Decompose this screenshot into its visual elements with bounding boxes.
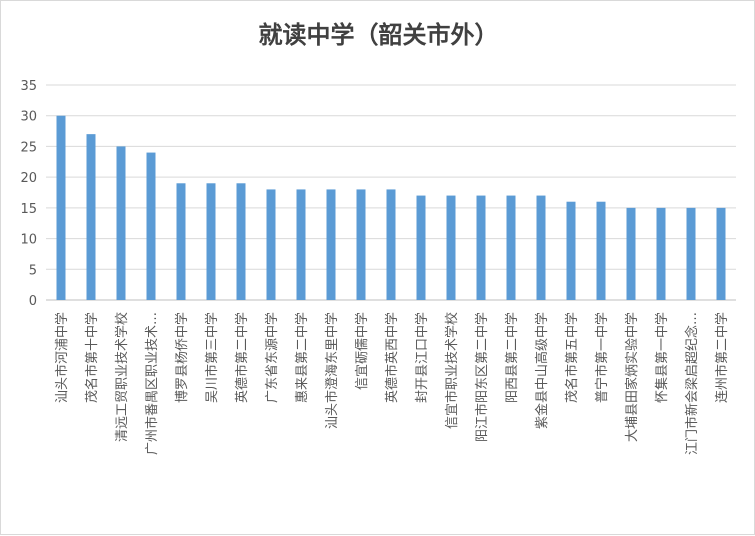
bar (266, 189, 276, 300)
x-tick-label: 茂名市第十中学 (84, 312, 100, 403)
bar (206, 183, 216, 300)
bar (86, 134, 96, 300)
bar (236, 183, 246, 300)
x-tick-label: 怀集县第一中学 (654, 312, 670, 403)
bar (566, 201, 576, 300)
y-tick-label: 5 (29, 263, 37, 278)
x-tick-label: 清远工贸职业技术学校 (114, 312, 130, 442)
bar (446, 195, 456, 300)
x-tick-label: 英德市英西中学 (384, 312, 400, 403)
bar (596, 201, 606, 300)
y-tick-label: 35 (20, 79, 37, 94)
bar (296, 189, 306, 300)
x-tick-label: 吴川市第三中学 (204, 312, 220, 403)
x-tick-label: 江门市新会梁启超纪念… (684, 312, 700, 455)
x-tick-label: 阳西县第二中学 (504, 312, 520, 403)
bar (656, 207, 666, 300)
bar (626, 207, 636, 300)
bar (176, 183, 186, 300)
y-tick-label: 30 (20, 110, 37, 125)
x-tick-label: 信宜砺儒中学 (354, 312, 370, 390)
bar (116, 146, 126, 300)
bar (716, 207, 726, 300)
x-tick-label: 大埔县田家炳实验中学 (624, 312, 640, 442)
x-tick-label: 广东省东源中学 (264, 312, 280, 403)
bar (56, 115, 66, 300)
x-tick-label: 信宜市职业技术学校 (444, 312, 460, 429)
x-tick-label: 惠来县第二中学 (294, 312, 310, 403)
y-tick-label: 10 (20, 233, 37, 248)
x-tick-label: 连州市第二中学 (714, 312, 730, 403)
y-tick-label: 0 (29, 294, 37, 309)
bar (386, 189, 396, 300)
y-tick-label: 20 (20, 171, 37, 186)
x-tick-label: 博罗县杨侨中学 (174, 312, 190, 403)
bar (506, 195, 516, 300)
x-tick-label: 紫金县中山高级中学 (534, 312, 550, 429)
x-tick-label: 阳江市阳东区第二中学 (474, 312, 490, 442)
x-tick-label: 英德市第二中学 (234, 312, 250, 403)
bar (476, 195, 486, 300)
x-tick-label: 茂名市第五中学 (564, 312, 580, 403)
bar (356, 189, 366, 300)
y-tick-label: 25 (20, 140, 37, 155)
bar (536, 195, 546, 300)
bar (686, 207, 696, 300)
x-tick-label: 汕头市澄海东里中学 (324, 312, 340, 429)
bar (146, 152, 156, 300)
x-tick-label: 广州市番禺区职业技术… (144, 312, 160, 455)
chart-title: 就读中学（韶关市外） (258, 21, 499, 49)
x-tick-label: 汕头市河浦中学 (54, 312, 70, 403)
x-tick-label: 普宁市第一中学 (594, 312, 610, 403)
bar (326, 189, 336, 300)
y-tick-label: 15 (20, 202, 37, 217)
x-tick-label: 封开县江口中学 (414, 312, 430, 403)
bar (416, 195, 426, 300)
